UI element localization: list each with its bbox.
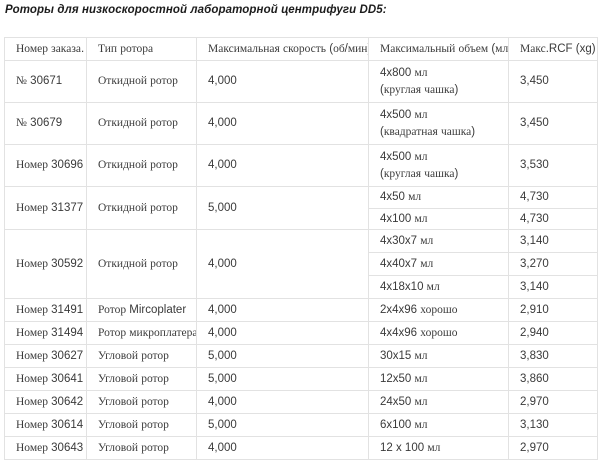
volume-note: (квадратная чашка) [380, 125, 476, 138]
rotor-type-cell: Откидной ротор [86, 185, 197, 231]
order-number-cell: Номер 30614 [4, 413, 87, 438]
rotor-type-cell: Угловой ротор [86, 413, 197, 438]
max-rcf-cell: 3,140 [508, 229, 598, 254]
table-row: Номер 30643 Угловой ротор 4,000 12 x 100… [4, 436, 598, 461]
table-row: Номер 30642 Угловой ротор 4,000 24x50 мл… [4, 390, 598, 415]
column-header-max-speed: Максимальная скорость (об/мин) [196, 37, 369, 61]
max-rcf-cell: 2,940 [508, 321, 598, 346]
max-rcf-cell: 3,530 [508, 144, 598, 187]
max-volume-cell: 4x30x7 мл [368, 229, 509, 254]
max-volume-cell: 2x4x96 хорошо [368, 298, 509, 323]
max-rcf-cell: 4,730 [508, 207, 598, 231]
max-speed-cell: 4,000 [196, 436, 369, 461]
order-number-cell: Номер 30696 [4, 144, 87, 187]
rotor-type-cell: Ротор микроплатера [86, 321, 197, 346]
max-volume-cell: 30x15 мл [368, 344, 509, 369]
max-rcf-cell: 3,830 [508, 344, 598, 369]
order-number-cell: Номер 31377 [4, 185, 87, 231]
max-volume-cell: 12 x 100 мл [368, 436, 509, 461]
max-speed-cell: 5,000 [196, 344, 369, 369]
max-speed-cell: 5,000 [196, 185, 369, 231]
table-row: Номер 30614 Угловой ротор 5,000 6x100 мл… [4, 413, 598, 438]
column-header-max-volume: Максимальный объем (мл) [368, 37, 509, 61]
rotor-type-cell: Откидной ротор [86, 102, 197, 145]
volume-value: 4x800 мл [380, 66, 428, 79]
max-speed-cell: 4,000 [196, 298, 369, 323]
table-row: № 30679 Откидной ротор 4,000 4x500 мл (к… [4, 102, 598, 145]
rotor-type-cell: Откидной ротор [86, 60, 197, 103]
table-row: № 30671 Откидной ротор 4,000 4x800 мл (к… [4, 60, 598, 103]
table-row: Номер 31494 Ротор микроплатера 4,000 4x4… [4, 321, 598, 346]
order-number-cell: Номер 30627 [4, 344, 87, 369]
max-speed-cell: 4,000 [196, 229, 369, 300]
rotor-type-cell: Откидной ротор [86, 144, 197, 187]
table-row: Номер 30627 Угловой ротор 5,000 30x15 мл… [4, 344, 598, 369]
max-rcf-cell: 2,910 [508, 298, 598, 323]
table-subrow: 4x18x10 мл 3,140 [5, 275, 598, 300]
max-speed-cell: 5,000 [196, 413, 369, 438]
max-rcf-cell: 3,450 [508, 102, 598, 145]
table-row: Номер 30696 Откидной ротор 4,000 4x500 м… [4, 144, 598, 187]
max-rcf-cell: 2,970 [508, 436, 598, 461]
max-rcf-cell: 3,140 [508, 275, 598, 300]
max-volume-cell: 4x800 мл (круглая чашка) [368, 60, 509, 103]
rotor-type-cell: Угловой ротор [86, 344, 197, 369]
max-volume-cell: 4x4x96 хорошо [368, 321, 509, 346]
order-number-cell: Номер 31494 [4, 321, 87, 346]
column-header-rotor-type: Тип ротора [86, 37, 197, 61]
max-rcf-cell: 3,130 [508, 413, 598, 438]
volume-value: 4x500 мл [380, 108, 428, 121]
order-number-cell: Номер 31491 [4, 298, 87, 323]
max-volume-cell: 24x50 мл [368, 390, 509, 415]
max-rcf-cell: 3,860 [508, 367, 598, 392]
max-speed-cell: 4,000 [196, 102, 369, 145]
order-number-cell: Номер 30643 [4, 436, 87, 461]
table-row: Номер 31377 Откидной ротор 5,000 4x50 мл… [4, 185, 598, 231]
max-speed-cell: 4,000 [196, 390, 369, 415]
max-rcf-cell: 2,970 [508, 390, 598, 415]
max-rcf-cell: 4,730 [508, 186, 598, 209]
max-volume-cell: 12x50 мл [368, 367, 509, 392]
rotor-type-cell: Откидной ротор [86, 229, 197, 300]
order-number-cell: Номер 30592 [4, 229, 87, 300]
max-volume-cell: 4x500 мл (квадратная чашка) [368, 102, 509, 145]
max-speed-cell: 4,000 [196, 321, 369, 346]
volume-note: (круглая чашка) [380, 83, 459, 96]
rotor-type-cell: Ротор Mircoplater [86, 298, 197, 323]
rotor-type-cell: Угловой ротор [86, 436, 197, 461]
column-header-max-rcf: Макс.RCF (xg) [508, 37, 598, 61]
max-volume-cell: 4x100 мл [368, 207, 509, 231]
max-volume-cell: 6x100 мл [368, 413, 509, 438]
max-speed-cell: 5,000 [196, 367, 369, 392]
max-rcf-cell: 3,450 [508, 60, 598, 103]
table-row: Номер 30641 Угловой ротор 5,000 12x50 мл… [4, 367, 598, 392]
page-title: Роторы для низкоскоростной лабораторной … [5, 4, 387, 16]
max-volume-cell: 4x18x10 мл [368, 275, 509, 300]
rotor-spec-table: Номер заказа. Тип ротора Максимальная ск… [4, 37, 598, 461]
volume-value: 4x500 мл [380, 150, 428, 163]
volume-note: (круглая чашка) [380, 167, 459, 180]
max-speed-cell: 4,000 [196, 60, 369, 103]
max-volume-cell: 4x500 мл (круглая чашка) [368, 144, 509, 187]
order-number-cell: № 30679 [4, 102, 87, 145]
max-volume-cell: 4x50 мл [368, 186, 509, 209]
order-number-cell: Номер 30641 [4, 367, 87, 392]
rotor-type-cell: Угловой ротор [86, 390, 197, 415]
column-header-order-number: Номер заказа. [4, 37, 87, 61]
max-volume-cell: 4x40x7 мл [368, 252, 509, 277]
table-row: Номер 30592 Откидной ротор 4,000 4x30x7 … [4, 229, 598, 300]
table-row: Номер 31491 Ротор Mircoplater 4,000 2x4x… [4, 298, 598, 323]
order-number-cell: Номер 30642 [4, 390, 87, 415]
table-header-row: Номер заказа. Тип ротора Максимальная ск… [4, 37, 598, 61]
rotor-type-cell: Угловой ротор [86, 367, 197, 392]
max-speed-cell: 4,000 [196, 144, 369, 187]
order-number-cell: № 30671 [4, 60, 87, 103]
max-rcf-cell: 3,270 [508, 252, 598, 277]
